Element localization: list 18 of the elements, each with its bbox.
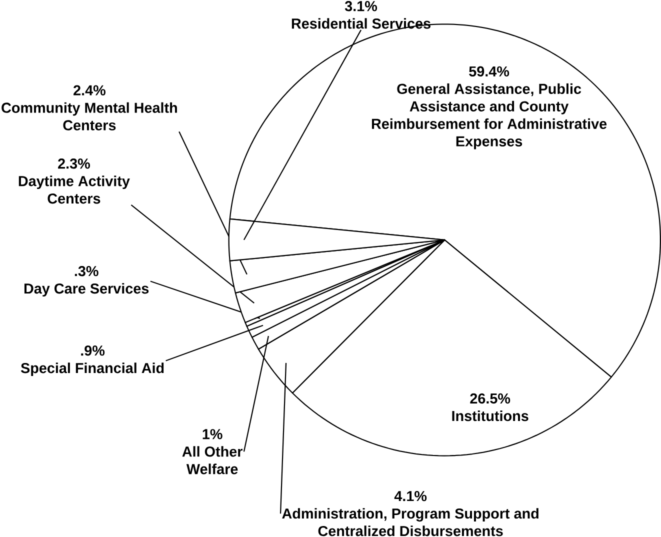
data-label: .3%: [74, 266, 98, 276]
slice-label: All Other Welfare: [182, 446, 243, 474]
slice-label: General Assistance, Public Assistance and County Reimbursement for Administrative Expenses: [372, 83, 607, 150]
data-label: 4.1%: [394, 490, 427, 502]
slice-label: Administration, Program Support and Centralized Disbursements: [282, 508, 538, 536]
data-label: 3.1%: [344, 0, 378, 12]
data-label: .9%: [81, 345, 105, 356]
slice-label: Day Care Services: [24, 283, 149, 296]
data-label: 1%: [202, 428, 222, 440]
data-label: 2.3%: [58, 158, 90, 169]
slice-label: Institutions: [452, 410, 528, 421]
data-label: 59.4%: [469, 66, 510, 76]
slice-label: Daytime Activity Centers: [18, 176, 130, 204]
data-label: 2.4%: [74, 85, 106, 96]
slice-label: Community Mental Health Centers: [2, 102, 177, 130]
data-label: 26.5%: [470, 393, 510, 404]
slice-label: Residential Services: [292, 18, 430, 29]
slice-label: Special Financial Aid: [20, 362, 164, 376]
